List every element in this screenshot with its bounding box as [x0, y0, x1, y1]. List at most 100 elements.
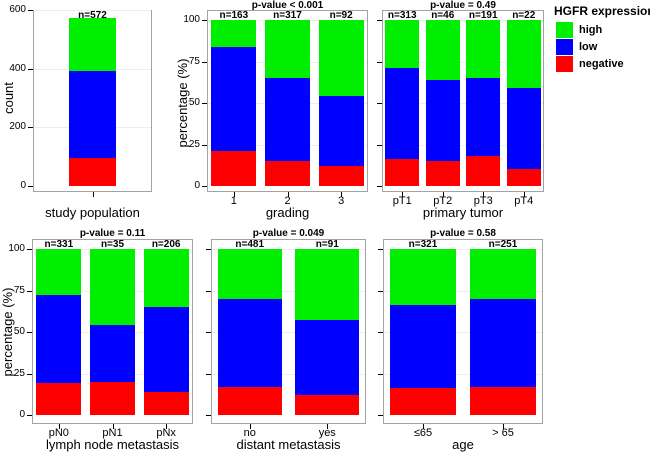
bar-segment-high — [69, 18, 116, 72]
x-tick-mark — [523, 192, 525, 197]
y-tick-label: 75 — [188, 55, 200, 67]
bar-segment-low — [390, 305, 456, 389]
bar-segment-negative — [506, 169, 541, 186]
y-tick-mark — [377, 20, 382, 21]
y-tick-mark — [206, 415, 211, 416]
y-tick-mark — [378, 290, 383, 292]
bar-segment-high — [36, 249, 82, 296]
bar-segment-low — [318, 96, 364, 167]
legend-label-high: high — [579, 24, 603, 36]
bar-segment-low — [90, 325, 135, 382]
y-tick-mark — [377, 103, 382, 104]
bar-segment-negative — [466, 156, 501, 186]
n-label: n=163 — [219, 10, 249, 21]
bar-segment-low — [211, 46, 257, 152]
y-tick-mark — [27, 332, 32, 333]
bar-segment-low — [143, 307, 189, 392]
y-tick-mark — [206, 249, 211, 250]
bar-segment-high — [506, 20, 541, 89]
panel-title-pvalue: p-value < 0.001 — [251, 0, 324, 11]
y-tick-mark — [202, 186, 207, 187]
bar-segment-negative — [470, 386, 536, 415]
n-label: n=35 — [100, 239, 125, 250]
bar-segment-high — [466, 20, 501, 79]
gridline — [383, 61, 543, 63]
bar-segment-low — [385, 68, 420, 160]
bar-segment-high — [217, 249, 282, 299]
x-tick-label: 3 — [338, 195, 345, 207]
bar-segment-high — [211, 20, 257, 47]
bar-segment-low — [69, 71, 116, 158]
n-label: n=481 — [235, 239, 265, 250]
x-tick-mark — [287, 192, 289, 197]
y-tick-label: 75 — [13, 284, 25, 296]
gridline — [34, 10, 151, 11]
gridline — [383, 144, 543, 146]
gridline — [212, 373, 365, 375]
gridline — [384, 332, 542, 333]
y-tick-label: 200 — [9, 121, 26, 133]
n-label: n=251 — [488, 239, 518, 250]
x-tick-label: pN1 — [102, 427, 123, 439]
y-tick-mark — [28, 10, 33, 11]
n-label: n=572 — [78, 10, 107, 21]
x-tick-label: pT1 — [392, 195, 412, 207]
bar-segment-high — [390, 249, 456, 306]
y-tick-mark — [377, 144, 382, 146]
bar-segment-negative — [295, 395, 360, 415]
bar-segment-low — [36, 295, 82, 384]
y-tick-label: 0 — [20, 180, 26, 191]
bar-segment-low — [217, 298, 282, 387]
n-label: n=206 — [151, 239, 181, 250]
x-tick-label: 1 — [230, 195, 237, 207]
x-axis-title: primary tumor — [422, 205, 504, 220]
y-tick-mark — [28, 68, 33, 70]
gridline — [383, 103, 543, 104]
legend-item-high: high — [556, 22, 650, 38]
bar-segment-high — [318, 20, 364, 97]
panel-title-pvalue: p-value = 0.58 — [430, 228, 496, 239]
legend-item-negative: negative — [556, 56, 650, 72]
y-tick-mark — [206, 290, 211, 292]
x-tick-mark — [112, 424, 114, 429]
x-tick-mark — [341, 192, 343, 197]
legend: HGFR expression high low negative — [552, 2, 650, 73]
x-tick-mark — [92, 192, 94, 197]
y-tick-mark — [378, 249, 383, 250]
n-label: n=91 — [315, 239, 339, 250]
y-tick-label: 0 — [19, 409, 25, 420]
y-tick-mark — [378, 332, 383, 333]
gridline — [384, 290, 542, 292]
y-tick-label: 400 — [9, 62, 26, 74]
bar-segment-low — [470, 298, 536, 387]
x-tick-label: 2 — [284, 195, 291, 207]
bar-segment-low — [466, 78, 501, 157]
n-label: n=313 — [387, 10, 417, 21]
x-axis-title: study population — [45, 205, 140, 220]
legend-swatch-low-icon — [556, 39, 573, 55]
y-tick-mark — [27, 249, 32, 250]
x-tick-mark — [483, 192, 485, 197]
x-tick-mark — [166, 424, 168, 429]
bar-segment-negative — [318, 166, 364, 186]
y-tick-label: 0 — [194, 180, 200, 191]
x-tick-mark — [233, 192, 235, 197]
legend-title: HGFR expression — [554, 4, 650, 18]
bar-segment-high — [425, 20, 460, 80]
y-tick-mark — [202, 20, 207, 21]
x-axis-title: grading — [265, 205, 310, 220]
x-tick-label: pT3 — [473, 195, 493, 207]
y-tick-label: 600 — [9, 4, 26, 15]
n-label: n=22 — [512, 10, 536, 21]
y-tick-mark — [202, 61, 207, 63]
gridline — [212, 249, 365, 250]
x-tick-mark — [442, 192, 444, 197]
n-label: n=46 — [431, 10, 455, 21]
legend-label-low: low — [579, 41, 598, 53]
gridline — [212, 290, 365, 292]
y-tick-mark — [378, 373, 383, 375]
